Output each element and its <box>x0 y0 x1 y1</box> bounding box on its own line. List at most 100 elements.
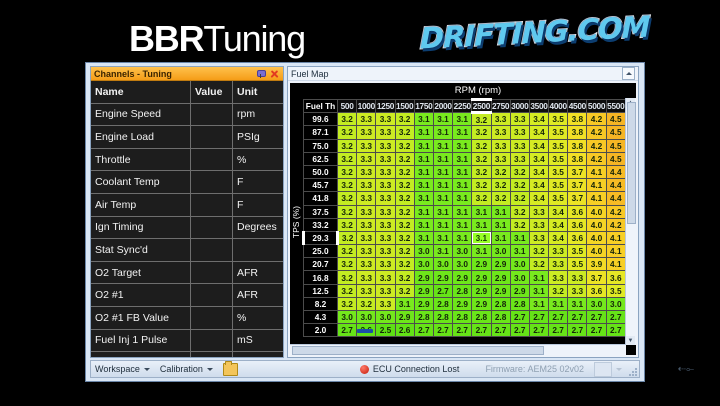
fuel-map-cell[interactable]: 3.2 <box>471 178 492 193</box>
fuel-map-cell[interactable]: 3.2 <box>509 217 530 232</box>
fuel-map-cell[interactable]: 3.1 <box>490 204 511 219</box>
fuel-map-cell[interactable]: 3.2 <box>336 164 358 180</box>
rpm-column-header[interactable]: 500 <box>336 98 358 114</box>
fuel-map-cell[interactable]: 3.1 <box>394 296 415 312</box>
fuel-map-cell[interactable]: 3.4 <box>548 204 569 219</box>
vertical-scroll-thumb[interactable] <box>627 102 636 224</box>
fuel-map-cell[interactable]: 4.2 <box>605 204 626 219</box>
open-folder-button[interactable] <box>222 360 238 376</box>
fuel-map-cell[interactable]: 3.1 <box>509 244 530 259</box>
fuel-map-cell[interactable]: 3.6 <box>586 283 607 298</box>
fuel-map-cell[interactable]: 3.2 <box>394 164 415 180</box>
fuel-map-cell[interactable]: 3.1 <box>452 151 473 166</box>
pin-icon[interactable] <box>255 68 266 79</box>
fuel-map-cell[interactable]: 3.1 <box>471 204 492 219</box>
fuel-map-cell[interactable]: 2.7 <box>452 323 473 338</box>
channel-row[interactable]: O2 #1 FB Value% <box>91 306 283 330</box>
fuel-map-cell[interactable]: 3.3 <box>356 244 377 259</box>
fuel-map-cell[interactable]: 4.2 <box>586 138 607 153</box>
fuel-map-cell[interactable]: 3.3 <box>356 217 377 232</box>
fuel-map-cell[interactable]: 3.1 <box>452 125 473 140</box>
fuel-map-cell[interactable]: 3.2 <box>336 191 358 206</box>
fuel-map-cell[interactable]: 3.3 <box>375 151 396 166</box>
fuel-map-cell[interactable]: 3.0 <box>605 296 626 312</box>
fuel-map-row[interactable]: 12.5 3.2 3.3 3.3 3.2 2.9 2.7 2.8 2.9 2.9 2.9 3.1 3.2… <box>303 283 626 298</box>
fuel-map-cell[interactable]: 2.8 <box>509 296 530 312</box>
fuel-map-cell[interactable]: 3.4 <box>528 164 550 180</box>
channel-row[interactable]: O2 #1 AFR <box>91 284 283 307</box>
fuel-map-cell[interactable]: 3.3 <box>375 283 396 298</box>
fuel-map-cell[interactable]: 3.1 <box>528 283 550 298</box>
fuel-map-cell[interactable]: 3.3 <box>490 125 511 140</box>
rpm-column-header[interactable]: 2750 <box>490 98 511 114</box>
fuel-map-cell[interactable]: 3.1 <box>567 296 588 312</box>
horizontal-scrollbar[interactable] <box>290 344 626 355</box>
fuel-map-cell[interactable]: 3.3 <box>548 244 569 259</box>
channel-cell-val[interactable] <box>191 306 233 329</box>
tps-row-header[interactable]: 62.5 <box>303 151 338 166</box>
fuel-map-cell[interactable]: 4.1 <box>586 191 607 206</box>
tps-row-header[interactable]: 20.7 <box>303 257 338 272</box>
fuel-map-cell[interactable]: 3.0 <box>413 257 434 272</box>
fuel-map-title-bar[interactable]: Fuel Map <box>288 67 638 81</box>
fuel-map-cell[interactable]: 3.2 <box>336 296 358 312</box>
fuel-map-cell[interactable]: 3.4 <box>548 230 569 246</box>
tps-row-header[interactable]: 2.0 <box>303 323 338 338</box>
fuel-map-cell[interactable]: 3.1 <box>432 230 454 246</box>
fuel-map-cell[interactable]: 3.3 <box>490 151 511 166</box>
tps-row-header[interactable]: 45.7 <box>303 178 338 193</box>
channel-cell-val[interactable] <box>191 284 233 306</box>
fuel-map-cell[interactable]: 3.7 <box>567 191 588 206</box>
fuel-map-cell[interactable]: 3.2 <box>509 178 530 193</box>
close-icon[interactable] <box>269 68 280 79</box>
rpm-column-header[interactable]: 2500 <box>471 98 492 115</box>
fuel-map-row[interactable]: 50.0 3.2 3.3 3.3 3.2 3.1 3.1 3.1 3.2 3.2 3.2 3.4 3.5… <box>303 164 626 180</box>
channel-cell-val[interactable] <box>191 352 233 357</box>
channel-row[interactable]: Injector Duty Total% <box>91 352 283 357</box>
fuel-map-cell[interactable]: 3.3 <box>375 296 396 312</box>
fuel-map-cell[interactable]: 2.7 <box>548 323 569 338</box>
fuel-map-cell[interactable]: 3.3 <box>567 270 588 285</box>
fuel-map-cell[interactable]: 3.1 <box>452 138 473 153</box>
fuel-map-cell[interactable]: 3.2 <box>394 138 415 153</box>
fuel-map-cell[interactable]: 2.9 <box>413 283 434 298</box>
fuel-map-cell[interactable]: 3.0 <box>452 244 473 259</box>
fuel-map-row[interactable]: 16.8 3.2 3.3 3.3 3.2 2.9 2.9 2.9 2.9 2.9 3.0 3.1 3.3… <box>303 270 626 285</box>
fuel-map-cell[interactable]: 4.5 <box>605 151 626 166</box>
fuel-map-cell[interactable]: 3.4 <box>528 125 550 140</box>
fuel-map-cell[interactable]: 3.1 <box>413 151 434 166</box>
fuel-map-cell[interactable]: 3.7 <box>567 164 588 180</box>
fuel-map-cell[interactable]: 3.1 <box>432 244 454 259</box>
fuel-map-cell[interactable]: 3.2 <box>509 191 530 206</box>
drag-caret-indicator[interactable] <box>357 329 373 333</box>
tps-row-header[interactable]: 87.1 <box>303 125 338 140</box>
fuel-map-cell[interactable]: 3.3 <box>375 164 396 180</box>
channel-cell-val[interactable] <box>191 193 233 216</box>
fuel-map-cell[interactable]: 3.0 <box>413 244 434 259</box>
fuel-map-cell[interactable]: 3.3 <box>356 283 377 298</box>
fuel-map-cell[interactable]: 3.1 <box>490 217 511 232</box>
fuel-map-cell[interactable]: 4.2 <box>605 217 626 232</box>
fuel-map-cell[interactable]: 2.6 <box>394 323 415 338</box>
fuel-map-cell[interactable]: 3.2 <box>394 257 415 272</box>
fuel-map-cell[interactable]: 3.5 <box>567 257 588 272</box>
tps-row-header[interactable]: 37.5 <box>303 204 338 219</box>
fuel-map-cell[interactable]: 3.2 <box>336 125 358 140</box>
rpm-column-header[interactable]: 3000 <box>509 98 530 114</box>
fuel-map-cell[interactable]: 3.5 <box>548 178 569 193</box>
fuel-map-cell[interactable]: 3.2 <box>356 296 377 312</box>
fuel-map-cell[interactable]: 2.7 <box>528 323 550 338</box>
tps-row-header[interactable]: 4.3 <box>303 309 338 325</box>
fuel-map-cell[interactable]: 3.1 <box>432 164 454 180</box>
channel-row[interactable]: Fuel Inj 1 Pulse mS <box>91 329 283 353</box>
fuel-map-cell[interactable]: 3.3 <box>356 178 377 193</box>
channel-cell-val[interactable] <box>191 126 233 148</box>
fuel-map-cell[interactable]: 2.9 <box>452 270 473 285</box>
fuel-map-cell[interactable]: 3.2 <box>336 138 358 153</box>
fuel-map-cell[interactable]: 4.1 <box>586 178 607 193</box>
fuel-map-cell[interactable]: 2.7 <box>548 309 569 325</box>
fuel-map-cell[interactable]: 3.3 <box>375 178 396 193</box>
usb-indicator[interactable]: ⇠⟜ <box>678 364 694 375</box>
fuel-map-cell[interactable]: 3.1 <box>413 125 434 140</box>
fuel-map-cell[interactable]: 3.2 <box>394 125 415 140</box>
